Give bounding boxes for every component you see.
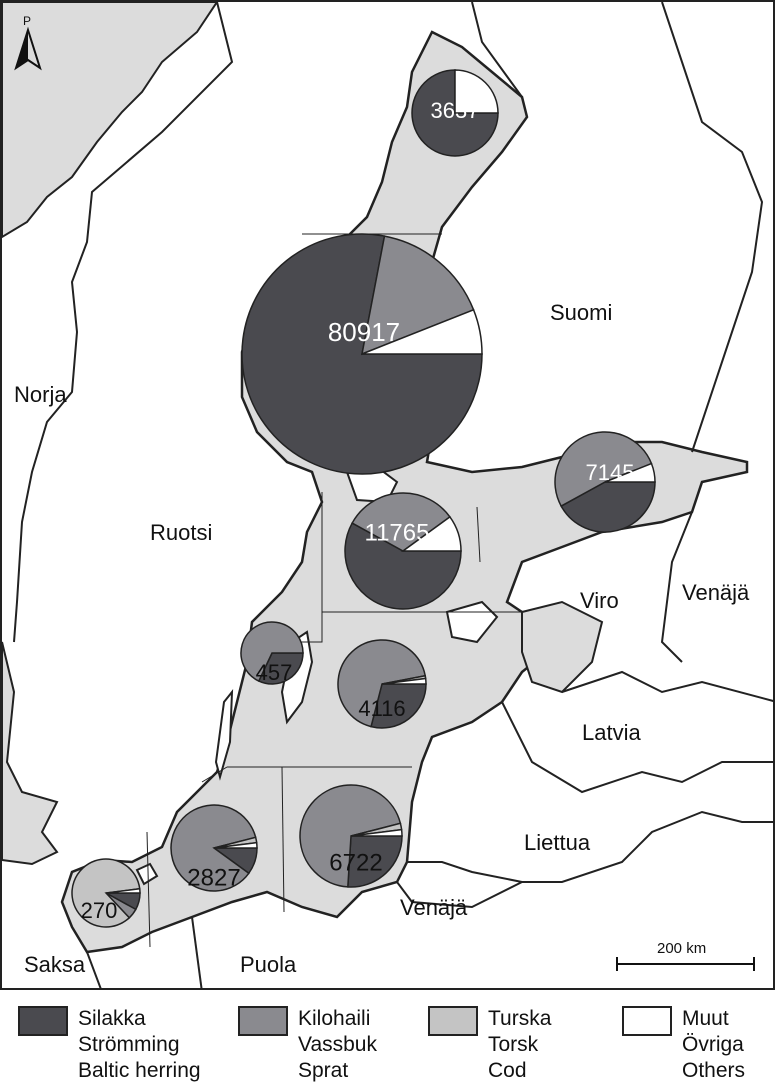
- legend-label: Sprat: [298, 1059, 349, 1082]
- pie-slice-kilohaili: [337, 639, 427, 728]
- pie-slice-turska: [71, 858, 141, 928]
- pie-slice-silakka: [257, 652, 304, 685]
- north-label: P: [23, 14, 32, 28]
- legend-label: Others: [682, 1059, 746, 1082]
- catch-pie: 7145: [554, 431, 656, 533]
- bornholm-island: [135, 862, 159, 886]
- scale-label: 200 km: [657, 940, 707, 957]
- label-latvia: Latvia: [582, 720, 641, 745]
- pie-total-label: 7145: [586, 460, 635, 485]
- pie-slice-kilohaili: [554, 431, 653, 508]
- pie-slice-kilohaili: [170, 804, 257, 892]
- legend: Silakka Strömming Baltic herring Kilohai…: [0, 996, 775, 1090]
- pie-slice-kilohaili: [240, 621, 304, 683]
- pie-slice-muut: [604, 462, 656, 483]
- legend-swatch-turska: [428, 1006, 478, 1036]
- legend-swatch-silakka: [18, 1006, 68, 1036]
- pie-slice-kilohaili: [361, 235, 475, 356]
- legend-item-silakka: Silakka Strömming Baltic herring: [18, 1006, 208, 1090]
- label-suomi: Suomi: [550, 300, 613, 325]
- norwegian-sea: [2, 2, 219, 239]
- label-saksa: Saksa: [24, 952, 86, 977]
- label-ruotsi: Ruotsi: [150, 520, 213, 545]
- legend-item-muut: Muut Övriga Others: [622, 1006, 775, 1090]
- legend-item-kilohaili: Kilohaili Vassbuk Sprat: [238, 1006, 428, 1090]
- catch-pie-charts: 3637 80917 7145 11765 457 4116 2827 6722 270: [71, 69, 656, 928]
- pie-slice-muut: [381, 677, 427, 685]
- pie-slice-muut: [400, 515, 462, 552]
- pie-slice-silakka: [344, 522, 462, 610]
- north-arrow-icon: [14, 26, 42, 71]
- legend-swatch-kilohaili: [238, 1006, 288, 1036]
- pie-slice-muut: [361, 308, 483, 355]
- pie-total-label: 2827: [187, 864, 240, 891]
- legend-label: Baltic herring: [78, 1059, 201, 1082]
- pie-total-label: 457: [256, 660, 293, 685]
- pie-total-label: 3637: [431, 98, 480, 123]
- pie-slice-silakka: [411, 69, 499, 157]
- legend-label: Torsk: [488, 1033, 539, 1056]
- pie-slice-muut: [350, 828, 403, 837]
- pie-slice-kilohaili: [299, 784, 402, 888]
- catch-pie: 2827: [170, 804, 258, 892]
- label-venaja-east: Venäjä: [682, 580, 750, 605]
- legend-label: Övriga: [682, 1033, 744, 1056]
- pie-slice-muut: [105, 887, 141, 894]
- legend-label: Turska: [488, 1007, 552, 1030]
- legend-label: Silakka: [78, 1007, 146, 1030]
- oland-island: [214, 688, 234, 781]
- legend-label: Cod: [488, 1059, 527, 1082]
- scale-bar: [616, 957, 755, 971]
- catch-pie: 80917: [241, 233, 483, 475]
- catch-pie: 6722: [299, 784, 403, 888]
- label-norja: Norja: [14, 382, 67, 407]
- legend-swatch-muut: [622, 1006, 672, 1036]
- pie-slice-kilohaili: [351, 492, 451, 552]
- pie-slice-silakka: [370, 683, 427, 729]
- label-puola: Puola: [240, 952, 297, 977]
- legend-item-turska: Turska Torsk Cod: [428, 1006, 618, 1090]
- pie-total-label: 11765: [365, 519, 430, 546]
- catch-pie: 11765: [344, 492, 462, 610]
- pie-total-label: 270: [81, 898, 118, 923]
- baltic-sea-map: 3637 80917 7145 11765 457 4116 2827 6722 270: [2, 2, 773, 988]
- legend-label: Vassbuk: [298, 1033, 377, 1056]
- pie-slice-silakka: [347, 835, 403, 888]
- legend-label: Kilohaili: [298, 1007, 371, 1030]
- pie-slice-muut: [454, 69, 499, 114]
- label-liettua: Liettua: [524, 830, 591, 855]
- label-venaja-kaliningrad: Venäjä: [400, 895, 468, 920]
- pie-total-label: 6722: [329, 849, 382, 876]
- legend-label: Strömming: [78, 1033, 180, 1056]
- label-viro: Viro: [580, 588, 619, 613]
- pie-total-label: 80917: [328, 317, 400, 347]
- country-borders: [13, 2, 773, 988]
- catch-pie: 4116: [337, 639, 427, 729]
- catch-pie: 457: [240, 621, 304, 685]
- kattegat: [2, 641, 59, 866]
- pie-slice-silakka: [560, 481, 656, 533]
- pie-slice-muut: [213, 841, 258, 849]
- catch-pie: 270: [71, 858, 141, 928]
- pie-total-label: 4116: [358, 696, 405, 721]
- map-frame: 3637 80917 7145 11765 457 4116 2827 6722 270 P 2…: [0, 0, 775, 990]
- catch-pie: 3637: [411, 69, 499, 157]
- gulf-of-riga-land: [521, 600, 604, 694]
- legend-label: Muut: [682, 1007, 729, 1030]
